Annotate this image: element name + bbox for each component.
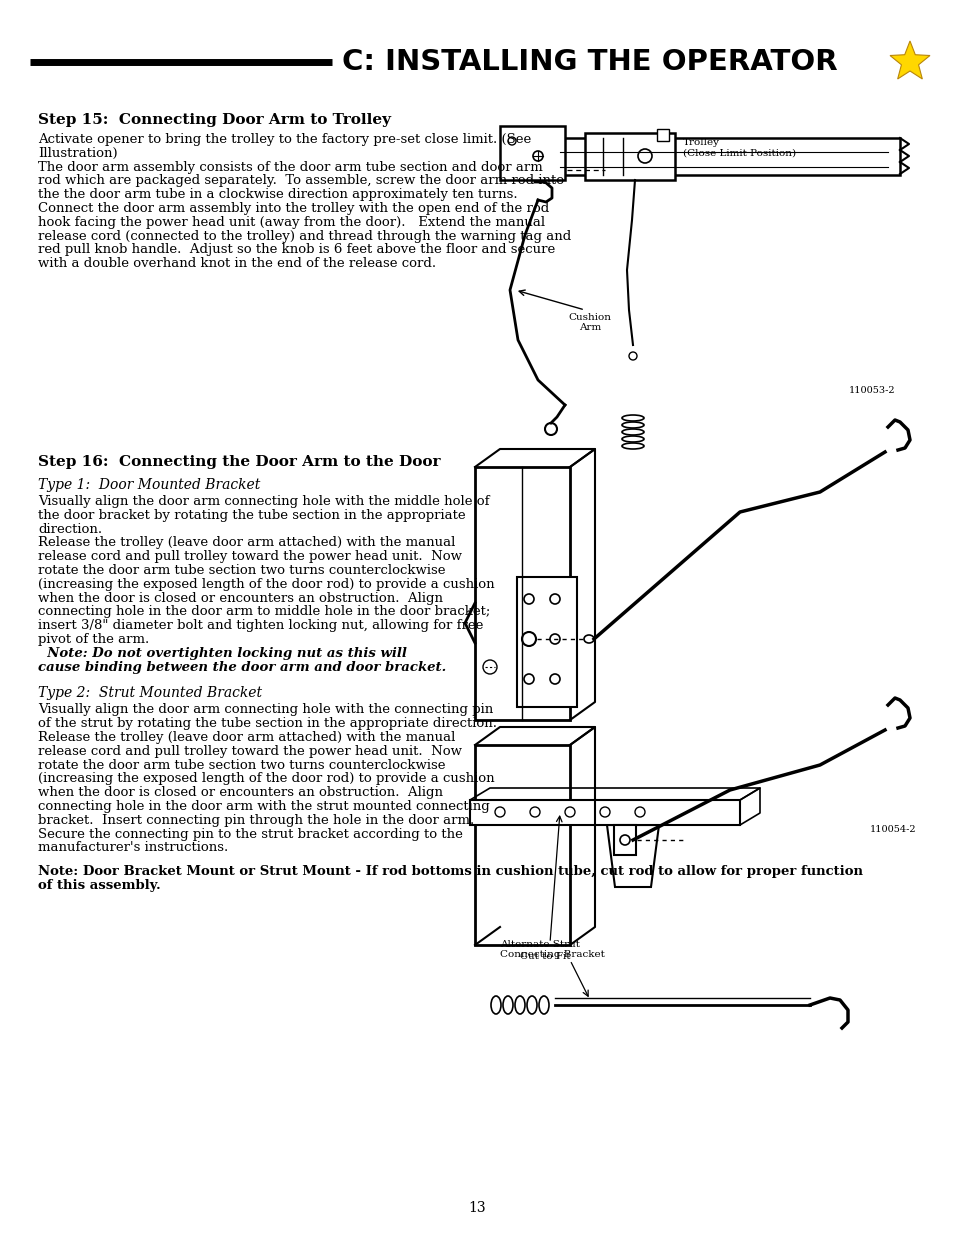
Text: release cord and pull trolley toward the power head unit.  Now: release cord and pull trolley toward the… bbox=[38, 551, 461, 563]
Ellipse shape bbox=[502, 995, 513, 1014]
Text: Secure the connecting pin to the strut bracket according to the: Secure the connecting pin to the strut b… bbox=[38, 827, 462, 841]
Text: Connect the door arm assembly into the trolley with the open end of the rod: Connect the door arm assembly into the t… bbox=[38, 203, 549, 215]
Text: Alternate Strut
Connecting Bracket: Alternate Strut Connecting Bracket bbox=[499, 940, 604, 960]
Circle shape bbox=[533, 151, 542, 161]
Ellipse shape bbox=[621, 422, 643, 429]
Circle shape bbox=[544, 424, 557, 435]
Text: Step 16:  Connecting the Door Arm to the Door: Step 16: Connecting the Door Arm to the … bbox=[38, 454, 440, 469]
Circle shape bbox=[619, 835, 629, 845]
Circle shape bbox=[522, 634, 535, 645]
Text: The door arm assembly consists of the door arm tube section and door arm: The door arm assembly consists of the do… bbox=[38, 161, 542, 174]
Text: Cut to Fit: Cut to Fit bbox=[519, 952, 570, 961]
Text: Note: Door Bracket Mount or Strut Mount - If rod bottoms in cushion tube, cut ro: Note: Door Bracket Mount or Strut Mount … bbox=[38, 866, 862, 878]
Ellipse shape bbox=[491, 995, 500, 1014]
Text: bracket.  Insert connecting pin through the hole in the door arm.: bracket. Insert connecting pin through t… bbox=[38, 814, 474, 826]
Text: Release the trolley (leave door arm attached) with the manual: Release the trolley (leave door arm atta… bbox=[38, 536, 455, 550]
Circle shape bbox=[564, 806, 575, 818]
Circle shape bbox=[507, 137, 516, 144]
Text: Release the trolley (leave door arm attached) with the manual: Release the trolley (leave door arm atta… bbox=[38, 731, 455, 743]
Text: when the door is closed or encounters an obstruction.  Align: when the door is closed or encounters an… bbox=[38, 787, 442, 799]
Text: C: INSTALLING THE OPERATOR: C: INSTALLING THE OPERATOR bbox=[341, 48, 837, 77]
Text: Visually align the door arm connecting hole with the middle hole of: Visually align the door arm connecting h… bbox=[38, 495, 489, 508]
FancyBboxPatch shape bbox=[584, 133, 675, 180]
Ellipse shape bbox=[621, 429, 643, 435]
Circle shape bbox=[550, 594, 559, 604]
Ellipse shape bbox=[621, 443, 643, 450]
Text: when the door is closed or encounters an obstruction.  Align: when the door is closed or encounters an… bbox=[38, 592, 442, 605]
Text: Type 1:  Door Mounted Bracket: Type 1: Door Mounted Bracket bbox=[38, 478, 260, 492]
Text: rod which are packaged separately.  To assemble, screw the door arm rod into: rod which are packaged separately. To as… bbox=[38, 174, 563, 188]
Ellipse shape bbox=[538, 995, 548, 1014]
Ellipse shape bbox=[621, 415, 643, 421]
Text: 110054-2: 110054-2 bbox=[869, 825, 916, 834]
Circle shape bbox=[550, 634, 559, 643]
Ellipse shape bbox=[526, 995, 537, 1014]
Circle shape bbox=[599, 806, 609, 818]
Text: Illustration): Illustration) bbox=[38, 147, 117, 159]
Text: rotate the door arm tube section two turns counterclockwise: rotate the door arm tube section two tur… bbox=[38, 564, 445, 577]
Text: rotate the door arm tube section two turns counterclockwise: rotate the door arm tube section two tur… bbox=[38, 758, 445, 772]
Text: Step 15:  Connecting Door Arm to Trolley: Step 15: Connecting Door Arm to Trolley bbox=[38, 112, 391, 127]
FancyBboxPatch shape bbox=[499, 126, 564, 180]
Text: release cord and pull trolley toward the power head unit.  Now: release cord and pull trolley toward the… bbox=[38, 745, 461, 758]
Text: pivot of the arm.: pivot of the arm. bbox=[38, 634, 149, 646]
Text: hook facing the power head unit (away from the door).   Extend the manual: hook facing the power head unit (away fr… bbox=[38, 216, 544, 228]
Circle shape bbox=[550, 674, 559, 684]
Text: Cushion
Arm: Cushion Arm bbox=[568, 312, 611, 332]
Text: of the strut by rotating the tube section in the appropriate direction.: of the strut by rotating the tube sectio… bbox=[38, 718, 497, 730]
Ellipse shape bbox=[515, 995, 524, 1014]
Text: release cord (connected to the trolley) and thread through the warning tag and: release cord (connected to the trolley) … bbox=[38, 230, 571, 242]
Text: cause binding between the door arm and door bracket.: cause binding between the door arm and d… bbox=[38, 661, 446, 673]
Text: connecting hole in the door arm with the strut mounted connecting: connecting hole in the door arm with the… bbox=[38, 800, 489, 813]
Circle shape bbox=[521, 632, 536, 646]
Text: of this assembly.: of this assembly. bbox=[38, 879, 161, 892]
Text: red pull knob handle.  Adjust so the knob is 6 feet above the floor and secure: red pull knob handle. Adjust so the knob… bbox=[38, 243, 555, 257]
Text: connecting hole in the door arm to middle hole in the door bracket;: connecting hole in the door arm to middl… bbox=[38, 605, 490, 619]
FancyBboxPatch shape bbox=[614, 825, 636, 855]
FancyBboxPatch shape bbox=[470, 800, 740, 825]
Ellipse shape bbox=[583, 635, 594, 643]
Text: Type 2:  Strut Mounted Bracket: Type 2: Strut Mounted Bracket bbox=[38, 687, 262, 700]
FancyBboxPatch shape bbox=[475, 745, 569, 945]
Circle shape bbox=[638, 149, 651, 163]
Circle shape bbox=[495, 806, 504, 818]
Text: direction.: direction. bbox=[38, 522, 102, 536]
Text: the door bracket by rotating the tube section in the appropriate: the door bracket by rotating the tube se… bbox=[38, 509, 465, 522]
Text: 13: 13 bbox=[468, 1200, 485, 1215]
Text: Trolley
(Close Limit Position): Trolley (Close Limit Position) bbox=[682, 138, 796, 157]
FancyBboxPatch shape bbox=[657, 128, 668, 141]
Text: with a double overhand knot in the end of the release cord.: with a double overhand knot in the end o… bbox=[38, 257, 436, 270]
Circle shape bbox=[635, 806, 644, 818]
Circle shape bbox=[523, 594, 534, 604]
FancyBboxPatch shape bbox=[517, 577, 577, 706]
Text: Activate opener to bring the trolley to the factory pre-set close limit. (See: Activate opener to bring the trolley to … bbox=[38, 133, 531, 146]
Circle shape bbox=[523, 674, 534, 684]
Text: insert 3/8" diameter bolt and tighten locking nut, allowing for free: insert 3/8" diameter bolt and tighten lo… bbox=[38, 619, 483, 632]
Text: manufacturer's instructions.: manufacturer's instructions. bbox=[38, 841, 228, 855]
Text: (increasing the exposed length of the door rod) to provide a cushion: (increasing the exposed length of the do… bbox=[38, 772, 494, 785]
Text: Visually align the door arm connecting hole with the connecting pin: Visually align the door arm connecting h… bbox=[38, 704, 493, 716]
Circle shape bbox=[482, 659, 497, 674]
Circle shape bbox=[530, 806, 539, 818]
Text: the the door arm tube in a clockwise direction approximately ten turns.: the the door arm tube in a clockwise dir… bbox=[38, 188, 517, 201]
Circle shape bbox=[628, 352, 637, 359]
Polygon shape bbox=[606, 825, 659, 887]
Text: 110053-2: 110053-2 bbox=[847, 387, 894, 395]
FancyBboxPatch shape bbox=[504, 138, 899, 175]
Text: (increasing the exposed length of the door rod) to provide a cushion: (increasing the exposed length of the do… bbox=[38, 578, 494, 590]
Text: Note: Do not overtighten locking nut as this will: Note: Do not overtighten locking nut as … bbox=[38, 647, 406, 659]
Polygon shape bbox=[889, 41, 929, 79]
Ellipse shape bbox=[621, 436, 643, 442]
FancyBboxPatch shape bbox=[475, 467, 569, 720]
